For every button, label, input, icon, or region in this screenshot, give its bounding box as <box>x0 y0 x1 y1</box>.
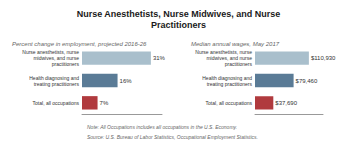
svg-text:Health diagnosing and: Health diagnosing and <box>202 74 252 81</box>
svg-text:practitioners: practitioners <box>52 61 80 67</box>
svg-text:Total, all occupations: Total, all occupations <box>206 100 253 106</box>
svg-text:Nurse Anesthetists, Nurse Midw: Nurse Anesthetists, Nurse Midwives, and … <box>77 9 281 19</box>
svg-text:$79,460: $79,460 <box>296 78 318 84</box>
svg-text:midwives, and nurse: midwives, and nurse <box>33 55 79 62</box>
svg-text:Practitioners: Practitioners <box>151 20 206 30</box>
svg-text:$110,930: $110,930 <box>311 55 336 61</box>
svg-text:16%: 16% <box>120 78 133 84</box>
svg-text:Health diagnosing and: Health diagnosing and <box>29 74 79 81</box>
svg-text:Percent change in employment,: Percent change in employment, projected … <box>12 41 147 47</box>
svg-text:Total, all occupations: Total, all occupations <box>33 100 80 106</box>
svg-text:Nurse anesthetists, nurse: Nurse anesthetists, nurse <box>195 49 252 56</box>
svg-text:31%: 31% <box>153 55 166 61</box>
svg-text:treating practitioners: treating practitioners <box>34 81 80 87</box>
svg-text:Median annual wages, May 2017: Median annual wages, May 2017 <box>191 41 280 47</box>
svg-text:Source: U.S. Bureau of Labor S: Source: U.S. Bureau of Labor Statistics,… <box>87 134 258 140</box>
svg-text:midwives, and nurse: midwives, and nurse <box>206 55 252 62</box>
svg-text:treating practitioners: treating practitioners <box>207 81 253 87</box>
svg-text:7%: 7% <box>100 100 109 106</box>
svg-text:Nurse anesthetists, nurse: Nurse anesthetists, nurse <box>22 49 79 56</box>
svg-text:$37,690: $37,690 <box>275 100 297 106</box>
svg-text:Note: All Occupations includes: Note: All Occupations includes all occup… <box>87 124 237 130</box>
svg-text:practitioners: practitioners <box>225 61 253 67</box>
